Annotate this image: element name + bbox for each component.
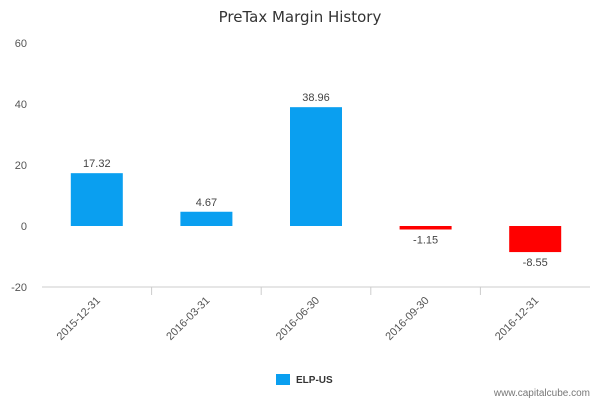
watermark: www.capitalcube.com bbox=[493, 388, 590, 399]
data-label: 4.67 bbox=[196, 197, 217, 209]
y-axis: 60 40 20 0 -20 bbox=[11, 38, 27, 294]
data-label: -1.15 bbox=[413, 235, 438, 247]
legend-label-elp-us: ELP-US bbox=[296, 375, 333, 386]
legend[interactable]: ELP-US bbox=[276, 374, 333, 386]
y-tick-label: 20 bbox=[15, 160, 27, 172]
data-label: 38.96 bbox=[302, 92, 330, 104]
bar-series bbox=[70, 107, 562, 253]
x-tick-label: 2016-03-31 bbox=[164, 295, 212, 343]
y-tick-label: 40 bbox=[15, 99, 27, 111]
chart-title: PreTax Margin History bbox=[219, 8, 382, 26]
y-tick-label: -20 bbox=[11, 282, 27, 294]
data-label: -8.55 bbox=[523, 257, 548, 269]
legend-swatch bbox=[276, 374, 290, 385]
bar-2016-09-30[interactable] bbox=[399, 226, 452, 230]
bar-2016-06-30[interactable] bbox=[290, 107, 342, 226]
bar-2016-12-31[interactable] bbox=[509, 226, 562, 253]
x-tick-label: 2016-06-30 bbox=[274, 295, 322, 343]
x-axis: 2015-12-31 2016-03-31 2016-06-30 2016-09-30… bbox=[55, 287, 541, 343]
y-tick-label: 0 bbox=[21, 221, 27, 233]
x-tick-label: 2015-12-31 bbox=[55, 295, 103, 343]
data-label: 17.32 bbox=[83, 158, 111, 170]
data-labels: 17.32 4.67 38.96 -1.15 -8.55 bbox=[83, 92, 548, 269]
x-tick-label: 2016-09-30 bbox=[383, 295, 431, 343]
y-tick-label: 60 bbox=[15, 38, 27, 50]
bar-2015-12-31[interactable] bbox=[70, 173, 123, 226]
bar-2016-03-31[interactable] bbox=[180, 211, 233, 226]
x-tick-label: 2016-12-31 bbox=[493, 295, 541, 343]
